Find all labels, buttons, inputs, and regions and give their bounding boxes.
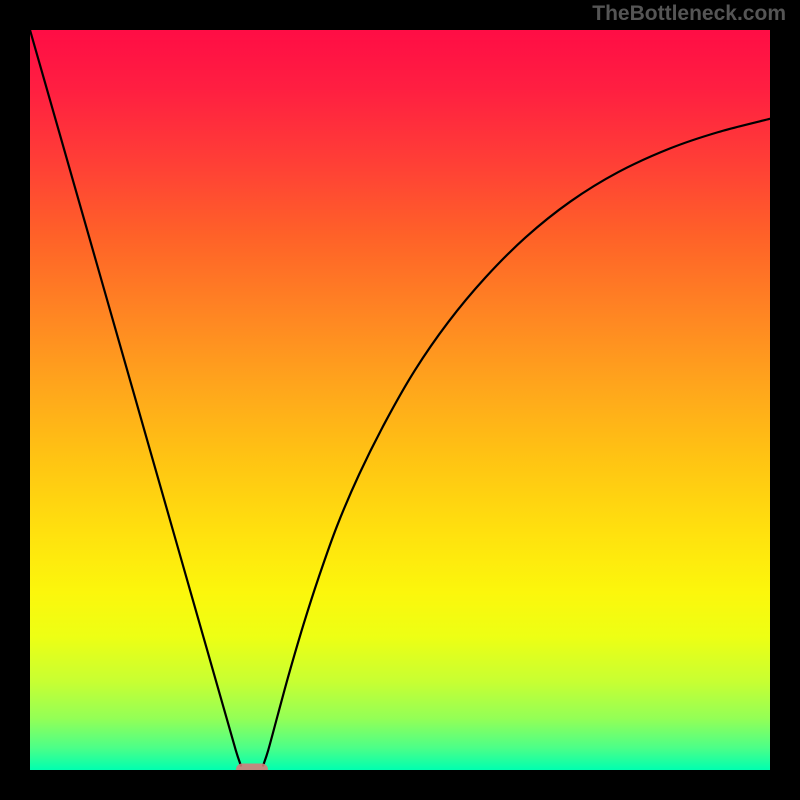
curve-left-branch — [30, 30, 241, 766]
curve-layer — [30, 30, 770, 770]
curve-right-branch — [263, 119, 770, 766]
watermark-text: TheBottleneck.com — [592, 2, 786, 26]
chart-container: TheBottleneck.com — [0, 0, 800, 800]
valley-marker — [236, 764, 268, 771]
plot-area — [30, 30, 770, 770]
